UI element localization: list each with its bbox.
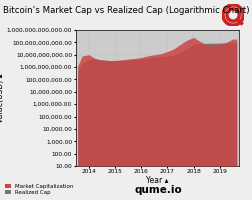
X-axis label: Year ▴: Year ▴ (146, 176, 169, 185)
Text: qume.io: qume.io (135, 185, 183, 195)
Y-axis label: Value(USD) ▴: Value(USD) ▴ (0, 73, 5, 123)
Legend: Market Capitalization, Realized Cap: Market Capitalization, Realized Cap (5, 184, 74, 195)
Text: Bitcoin’s Market Cap vs Realized Cap (Logarithmic Chart): Bitcoin’s Market Cap vs Realized Cap (Lo… (3, 6, 249, 15)
